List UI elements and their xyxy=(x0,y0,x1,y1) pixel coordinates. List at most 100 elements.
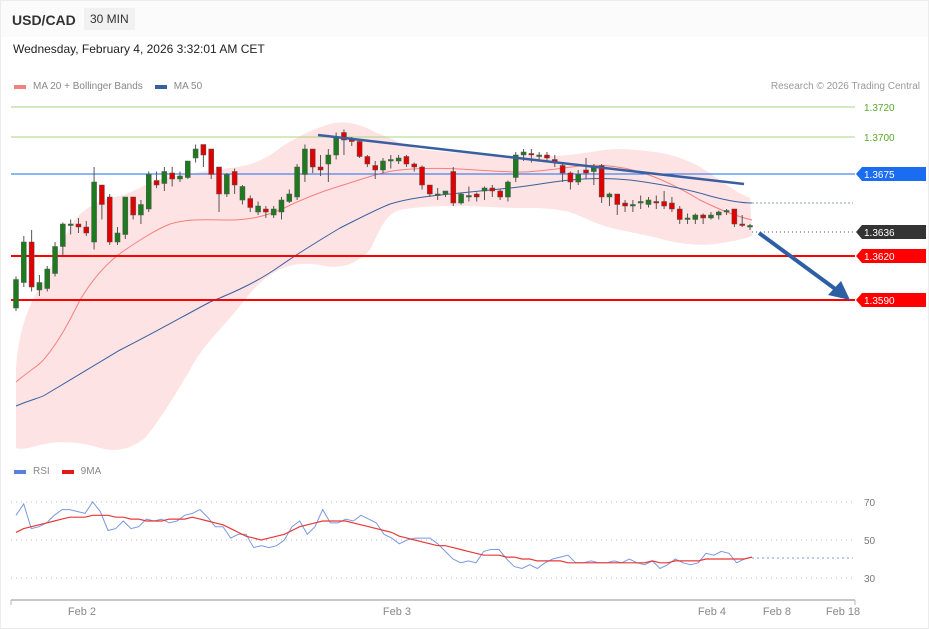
rsi-tick-50: 50 xyxy=(864,536,876,547)
candle xyxy=(239,186,246,201)
x-label-feb8: Feb 8 xyxy=(763,606,791,618)
candle xyxy=(661,201,667,207)
legend-rsi: RSI xyxy=(14,466,50,477)
level-tag-13675: 1.3675 xyxy=(856,167,926,181)
rsi-9ma-line xyxy=(15,514,753,564)
candle xyxy=(622,202,628,207)
ma50-swatch-icon xyxy=(154,84,167,89)
candle xyxy=(450,171,457,204)
candle xyxy=(583,169,589,174)
legend-ma50-label: MA 50 xyxy=(173,81,203,92)
candle xyxy=(21,241,27,283)
legend-ma20: MA 20 + Bollinger Bands xyxy=(14,81,143,92)
candle xyxy=(208,148,214,175)
candle xyxy=(419,166,425,186)
ma20-swatch-icon xyxy=(14,84,26,89)
chart-header: USD/CAD 30 MIN xyxy=(1,1,928,37)
candle xyxy=(388,159,394,162)
candle xyxy=(505,181,511,198)
candle xyxy=(739,223,745,226)
candle xyxy=(255,205,261,213)
candle xyxy=(364,156,371,165)
candle xyxy=(13,279,19,309)
candle xyxy=(28,241,35,288)
candle xyxy=(606,193,613,198)
candle xyxy=(200,144,207,156)
ma20-line xyxy=(15,164,753,383)
x-label-feb18: Feb 18 xyxy=(826,606,860,618)
candle xyxy=(185,160,191,178)
ma50-line xyxy=(15,178,753,407)
candle xyxy=(106,196,113,243)
symbol-title: USD/CAD xyxy=(12,12,76,28)
candle xyxy=(614,193,621,205)
candle xyxy=(528,153,535,156)
legend-9ma-label: 9MA xyxy=(80,466,102,477)
candle xyxy=(161,171,168,184)
candle xyxy=(411,163,417,168)
candle xyxy=(231,171,238,186)
candle xyxy=(536,154,542,157)
candle xyxy=(91,181,97,243)
candle xyxy=(700,214,706,219)
level-tag-13590: 1.3590 xyxy=(856,293,926,307)
candle xyxy=(224,174,230,195)
candle xyxy=(325,154,332,165)
candle xyxy=(52,246,58,274)
candle xyxy=(44,268,50,289)
candle xyxy=(83,226,90,234)
candle xyxy=(544,154,550,159)
candle xyxy=(434,193,441,196)
candle xyxy=(153,180,160,186)
x-label-feb4: Feb 4 xyxy=(698,606,726,618)
candle xyxy=(317,166,324,171)
candle xyxy=(676,208,683,220)
candle xyxy=(731,208,738,225)
candle xyxy=(653,201,660,204)
ma9-swatch-icon xyxy=(61,469,74,474)
candle xyxy=(458,193,464,204)
price-legend: MA 20 + Bollinger Bands MA 50 xyxy=(14,81,214,92)
resistance-trendline xyxy=(317,133,745,186)
candle xyxy=(341,132,347,141)
candle xyxy=(216,166,222,195)
candle xyxy=(309,148,316,168)
candle xyxy=(278,199,285,213)
candle xyxy=(192,148,199,159)
candle xyxy=(598,165,605,198)
candle xyxy=(294,166,300,198)
chart-datetime: Wednesday, February 4, 2026 3:32:01 AM C… xyxy=(13,42,265,56)
candle xyxy=(372,165,378,171)
rsi-tick-70: 70 xyxy=(864,498,876,509)
candle xyxy=(723,210,730,213)
candle xyxy=(692,214,699,220)
candle xyxy=(747,225,753,228)
timeframe-badge[interactable]: 30 MIN xyxy=(84,8,135,30)
candle xyxy=(302,148,308,175)
candle xyxy=(286,193,293,202)
candle xyxy=(247,198,254,208)
legend-9ma: 9MA xyxy=(61,466,102,477)
candle xyxy=(489,187,496,192)
candle xyxy=(481,187,488,192)
level-label-13700: 1.3700 xyxy=(864,133,895,144)
candle xyxy=(669,202,675,210)
last-price-text: 1.3636 xyxy=(864,228,895,239)
rsi-line xyxy=(15,501,753,570)
rsi-swatch-icon xyxy=(14,469,26,474)
rsi-legend: RSI 9MA xyxy=(14,466,113,477)
candle xyxy=(684,217,691,220)
candle xyxy=(708,214,714,219)
level-tag-13620-text: 1.3620 xyxy=(864,252,895,263)
candle xyxy=(263,208,269,213)
last-price-tag: 1.3636 xyxy=(856,225,926,239)
level-tag-13675-text: 1.3675 xyxy=(864,170,895,181)
candle xyxy=(114,232,121,243)
candle xyxy=(380,160,386,171)
x-label-feb3: Feb 3 xyxy=(383,606,411,618)
candle xyxy=(270,208,277,216)
candle xyxy=(122,196,129,235)
candle xyxy=(75,223,82,228)
candle xyxy=(99,184,105,205)
